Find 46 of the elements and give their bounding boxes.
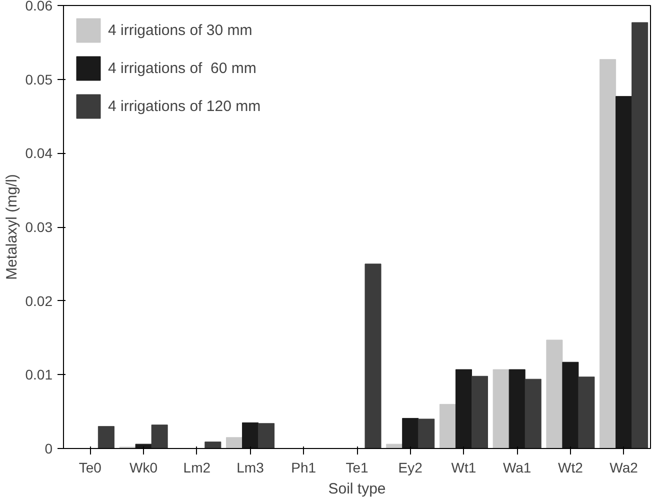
x-tick-label: Wt2	[558, 460, 584, 476]
bar	[364, 264, 382, 448]
x-tick-label: Te1	[346, 460, 368, 476]
bar	[402, 418, 419, 448]
bar	[455, 369, 472, 448]
x-axis-title: Soil type	[328, 480, 386, 498]
bar	[386, 444, 403, 448]
bar	[471, 376, 488, 448]
x-tick-label: Wa2	[610, 460, 638, 476]
y-axis-title: Metalaxyl (mg/l)	[3, 174, 20, 280]
x-tick-label: Wt1	[451, 460, 476, 476]
bar	[151, 424, 168, 448]
bar	[508, 369, 526, 448]
x-tick-label: Wk0	[130, 460, 158, 476]
y-tick-label: 0.02	[25, 292, 53, 309]
bar	[258, 423, 275, 448]
y-tick-label: 0.04	[25, 145, 53, 162]
x-tick-label: Ph1	[291, 460, 316, 476]
legend-label: 4 irrigations of 60 mm	[108, 60, 256, 76]
y-tick-label: 0.05	[25, 71, 53, 88]
bar	[135, 444, 152, 448]
x-tick-label: Te0	[78, 460, 102, 476]
bar	[418, 418, 435, 448]
y-tick-label: 0.03	[25, 219, 53, 235]
y-tick-label: 0	[44, 440, 53, 456]
bar	[98, 426, 114, 448]
bar	[524, 378, 542, 448]
bar	[600, 59, 616, 448]
bar	[578, 376, 595, 448]
y-tick-label: 0.06	[25, 0, 53, 14]
legend-label: 4 irrigations of 30 mm	[108, 22, 252, 38]
bar	[616, 96, 632, 448]
x-tick-label: Lm3	[236, 460, 264, 476]
x-tick-label: Ey2	[398, 460, 423, 476]
bar	[546, 340, 563, 448]
bar	[242, 422, 259, 448]
bar	[439, 404, 456, 448]
bar	[226, 437, 243, 448]
legend-label: 4 irrigations of 120 mm	[108, 98, 261, 114]
bar	[562, 362, 579, 448]
bar	[492, 369, 510, 448]
bar	[204, 442, 222, 448]
x-tick-label: Lm2	[183, 460, 211, 476]
bar	[632, 22, 648, 448]
y-tick-label: 0.01	[25, 366, 53, 383]
x-tick-label: Wa1	[502, 460, 532, 476]
